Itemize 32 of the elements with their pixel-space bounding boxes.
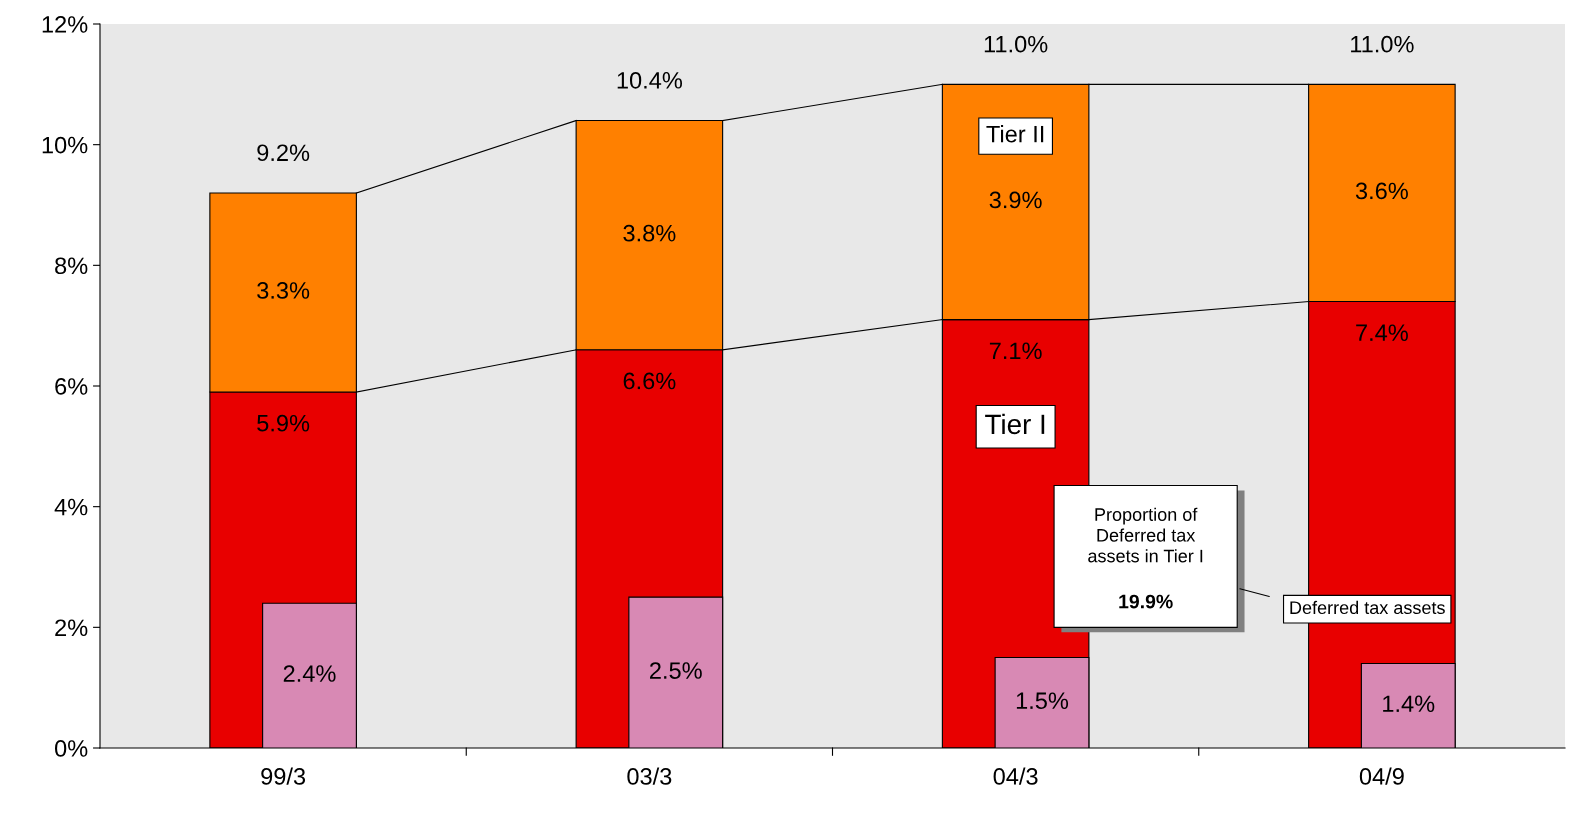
total-label: 10.4% <box>617 72 683 89</box>
data-label: 7.1% <box>989 342 1042 360</box>
y-tick-label: 10% <box>42 136 88 154</box>
annotation: Proportion of Deferred tax assets in Tier I <box>1088 507 1203 563</box>
data-label: 2.4% <box>283 665 336 682</box>
data-label: 3.9% <box>989 191 1042 209</box>
data-label: 3.6% <box>1355 182 1408 200</box>
series-label: Tier II <box>986 125 1044 143</box>
data-label: 3.8% <box>623 224 676 242</box>
y-tick-label: 8% <box>55 257 88 275</box>
data-label: 5.9% <box>257 414 310 432</box>
y-tick-label: 0% <box>54 740 88 757</box>
x-tick-label: 04/9 <box>1359 767 1404 785</box>
x-tick-label: 03/3 <box>627 767 672 785</box>
y-tick-label: 2% <box>55 619 88 637</box>
y-tick-label: 4% <box>54 498 88 516</box>
total-label: 9.2% <box>257 144 310 162</box>
total-label: 11.0% <box>1351 35 1414 53</box>
data-label: 1.5% <box>1016 692 1069 710</box>
data-label: 2.5% <box>650 662 702 679</box>
data-label: 6.6% <box>623 372 676 390</box>
total-label: 11.0% <box>984 35 1048 53</box>
y-tick-label: 6% <box>55 378 88 395</box>
y-tick-label: 12% <box>42 16 88 33</box>
series-label: Tier I <box>985 413 1045 435</box>
annotation: 19.9% <box>1119 594 1173 609</box>
data-label: 3.3% <box>257 282 310 299</box>
data-label: 1.4% <box>1383 695 1435 713</box>
x-tick-label: 99/3 <box>261 767 306 785</box>
x-tick-label: 04/3 <box>993 767 1038 785</box>
text: Deferred tax assets <box>1290 600 1445 615</box>
data-label: 7.4% <box>1356 324 1408 341</box>
